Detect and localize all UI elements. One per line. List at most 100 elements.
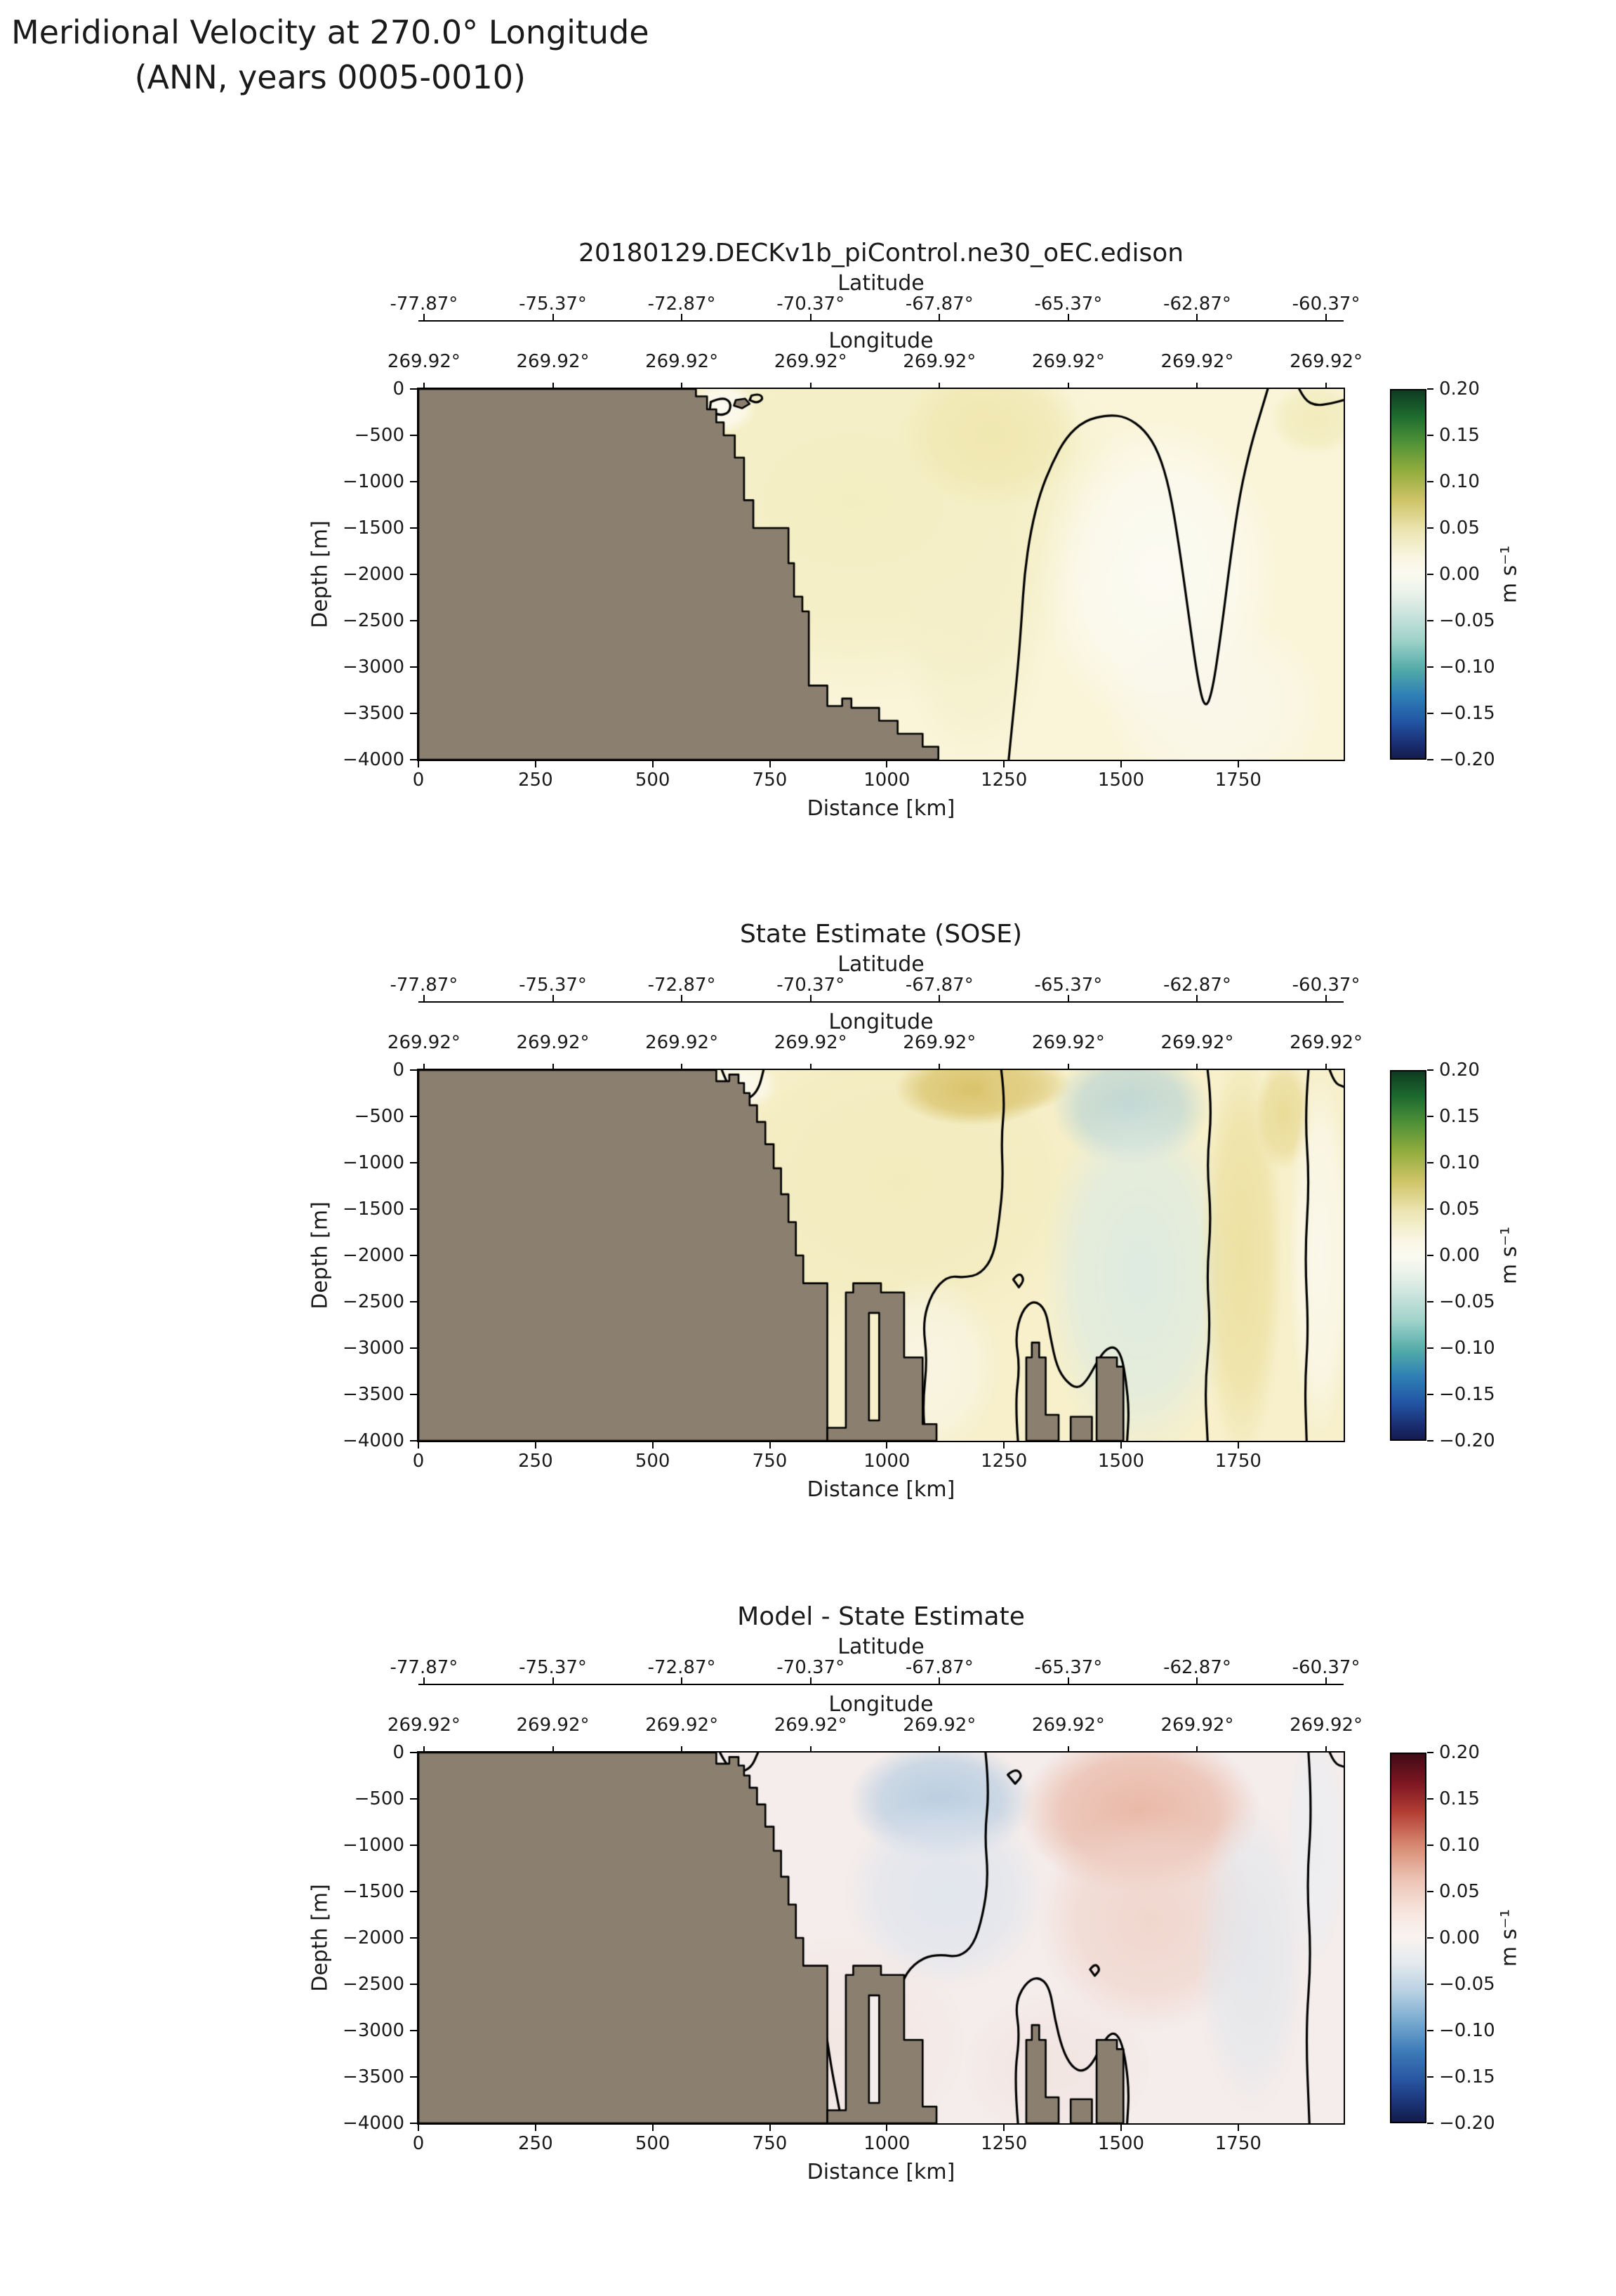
latitude-tick-label: -70.37°	[776, 293, 845, 315]
depth-tick-mark	[410, 759, 417, 760]
latitude-tick-label: -65.37°	[1034, 1657, 1103, 1678]
distance-tick-mark	[1003, 761, 1005, 767]
velocity-section-canvas	[418, 389, 1344, 760]
colorbar-tick-label: −0.05	[1439, 1974, 1495, 1995]
latitude-tick-mark	[809, 1677, 812, 1684]
colorbar-tick-mark	[1427, 1984, 1433, 1985]
longitude-tick-label: 269.92°	[387, 351, 461, 372]
distance-tick-mark	[1237, 2125, 1239, 2131]
distance-tick-mark	[1237, 761, 1239, 767]
longitude-tick-mark	[1196, 1064, 1198, 1070]
colorbar-units-label: m s⁻¹	[1497, 545, 1522, 604]
latitude-tick-label: -75.37°	[519, 975, 587, 996]
colorbar-tick-label: −0.05	[1439, 1291, 1495, 1312]
colorbar-tick-mark	[1427, 1798, 1433, 1800]
depth-tick-mark	[410, 388, 417, 390]
longitude-tick-mark	[809, 1746, 812, 1753]
latitude-tick-mark	[1196, 314, 1198, 320]
colorbar-tick-mark	[1427, 1845, 1433, 1846]
depth-axis-label: Depth [m]	[307, 520, 333, 628]
depth-tick-label: −1000	[343, 1152, 404, 1173]
depth-tick-label: −2000	[343, 1927, 404, 1948]
longitude-tick-label: 269.92°	[774, 1032, 847, 1053]
latitude-tick-label: -72.87°	[647, 293, 716, 315]
latitude-tick-label: -77.87°	[390, 975, 458, 996]
depth-tick-label: −4000	[343, 1430, 404, 1451]
colorbar-tick-mark	[1427, 1162, 1433, 1163]
longitude-tick-label: 269.92°	[645, 351, 719, 372]
depth-tick-label: −2000	[343, 1245, 404, 1266]
latitude-tick-label: -77.87°	[390, 1657, 458, 1678]
velocity-section-canvas	[418, 1070, 1344, 1441]
distance-tick-mark	[418, 2125, 419, 2131]
colorbar-tick-mark	[1427, 1301, 1433, 1302]
figure-title-line2: (ANN, years 0005-0010)	[134, 58, 526, 97]
latitude-tick-label: -60.37°	[1292, 293, 1360, 315]
distance-tick-mark	[769, 2125, 771, 2131]
longitude-tick-label: 269.92°	[774, 1715, 847, 1736]
latitude-tick-label: -70.37°	[776, 975, 845, 996]
colorbar-tick-label: −0.10	[1439, 657, 1495, 678]
longitude-tick-mark	[1196, 383, 1198, 389]
latitude-tick-mark	[1067, 995, 1069, 1001]
longitude-tick-mark	[1067, 1746, 1069, 1753]
latitude-axis-spine	[418, 1001, 1344, 1003]
distance-tick-mark	[534, 761, 536, 767]
distance-tick-label: 250	[518, 770, 553, 791]
depth-tick-mark	[410, 1069, 417, 1071]
longitude-tick-label: 269.92°	[1290, 351, 1363, 372]
panel-1: 20180129.DECKv1b_piControl.ne30_oEC.edis…	[0, 239, 1616, 857]
depth-tick-label: −4000	[343, 749, 404, 770]
colorbar-tick-label: 0.05	[1439, 1881, 1480, 1902]
depth-tick-label: −3500	[343, 1384, 404, 1405]
depth-axis-label: Depth [m]	[307, 1884, 333, 1992]
distance-tick-mark	[1003, 1442, 1005, 1449]
colorbar-tick-label: 0.15	[1439, 425, 1480, 446]
longitude-tick-label: 269.92°	[516, 1032, 590, 1053]
depth-tick-mark	[410, 1208, 417, 1210]
distance-tick-mark	[886, 761, 888, 767]
colorbar-tick-label: 0.00	[1439, 1245, 1480, 1266]
distance-tick-mark	[651, 761, 654, 767]
distance-tick-label: 1750	[1214, 770, 1261, 791]
latitude-tick-mark	[1067, 314, 1069, 320]
longitude-tick-mark	[939, 383, 941, 389]
latitude-tick-label: -70.37°	[776, 1657, 845, 1678]
latitude-tick-label: -75.37°	[519, 293, 587, 315]
distance-tick-label: 1000	[863, 2133, 910, 2154]
depth-tick-mark	[410, 713, 417, 714]
longitude-tick-label: 269.92°	[1160, 1032, 1234, 1053]
latitude-tick-mark	[1067, 1677, 1069, 1684]
panel-2: State Estimate (SOSE) Latitude -77.87° -75.…	[0, 920, 1616, 1538]
colorbar-tick-mark	[1427, 620, 1433, 621]
depth-tick-mark	[410, 1301, 417, 1302]
distance-tick-label: 1000	[863, 1451, 910, 1472]
longitude-tick-label: 269.92°	[1031, 1032, 1105, 1053]
latitude-tick-label: -62.87°	[1163, 975, 1231, 996]
longitude-tick-label: 269.92°	[1160, 1715, 1234, 1736]
latitude-tick-mark	[681, 995, 683, 1001]
panel-title: 20180129.DECKv1b_piControl.ne30_oEC.edis…	[578, 239, 1184, 268]
colorbar	[1390, 1070, 1426, 1441]
colorbar-tick-label: 0.00	[1439, 1927, 1480, 1948]
colorbar	[1390, 389, 1426, 760]
colorbar-tick-label: −0.10	[1439, 2020, 1495, 2041]
colorbar-tick-label: 0.15	[1439, 1788, 1480, 1809]
colorbar	[1390, 1753, 1426, 2123]
colorbar-units-label: m s⁻¹	[1497, 1908, 1522, 1967]
longitude-tick-label: 269.92°	[1031, 351, 1105, 372]
latitude-tick-label: -77.87°	[390, 293, 458, 315]
latitude-tick-mark	[681, 1677, 683, 1684]
velocity-section-plot	[417, 1069, 1345, 1442]
colorbar-tick-label: 0.20	[1439, 378, 1480, 400]
colorbar-tick-mark	[1427, 435, 1433, 436]
colorbar-tick-label: −0.05	[1439, 610, 1495, 631]
depth-tick-mark	[410, 2123, 417, 2124]
panel-3: Model - State Estimate Latitude -77.87° -75…	[0, 1602, 1616, 2220]
colorbar-tick-label: 0.10	[1439, 1835, 1480, 1856]
colorbar-tick-label: −0.15	[1439, 1384, 1495, 1405]
colorbar-tick-mark	[1427, 1394, 1433, 1395]
depth-tick-mark	[410, 1394, 417, 1395]
latitude-tick-mark	[1196, 995, 1198, 1001]
figure-title: Meridional Velocity at 270.0° Longitude …	[11, 10, 649, 100]
